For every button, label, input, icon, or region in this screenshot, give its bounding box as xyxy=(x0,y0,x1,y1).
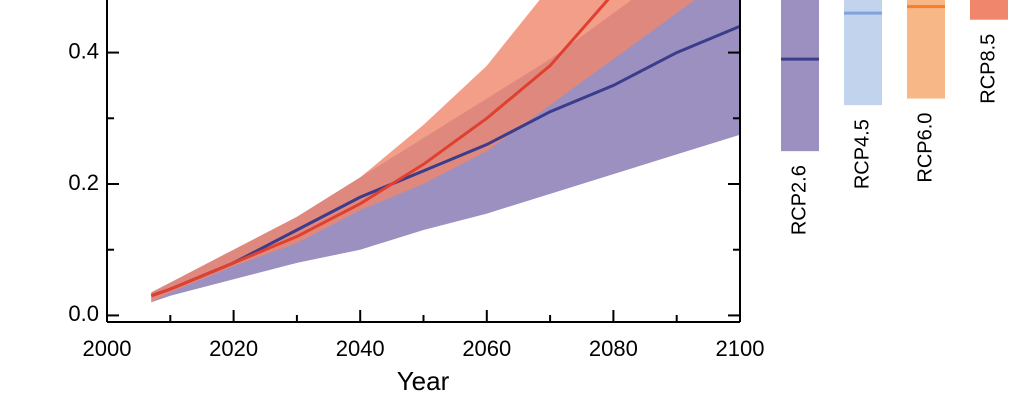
x-tick-label: 2100 xyxy=(716,336,765,361)
range-bar xyxy=(970,0,1008,20)
x-tick-label: 2040 xyxy=(336,336,385,361)
x-axis-title: Year xyxy=(397,366,450,396)
legend-label: RCP4.5 xyxy=(851,119,873,189)
plot-area xyxy=(150,0,740,303)
x-tick-label: 2080 xyxy=(589,336,638,361)
range-bar xyxy=(781,0,819,152)
range-bar xyxy=(844,0,882,106)
x-tick-label: 2020 xyxy=(209,336,258,361)
x-tick-label: 2060 xyxy=(462,336,511,361)
y-tick-label: 0.2 xyxy=(68,170,99,195)
uncertainty-band xyxy=(151,0,695,303)
x-tick-label: 2000 xyxy=(83,336,132,361)
legend-label: RCP6.0 xyxy=(914,113,936,183)
legend-label: RCP2.6 xyxy=(788,165,810,235)
y-tick-label: 0.4 xyxy=(68,38,99,63)
range-bar xyxy=(907,0,945,99)
median-line xyxy=(150,0,610,298)
legend-label: RCP8.5 xyxy=(977,34,999,104)
y-tick-label: 0.0 xyxy=(68,301,99,326)
